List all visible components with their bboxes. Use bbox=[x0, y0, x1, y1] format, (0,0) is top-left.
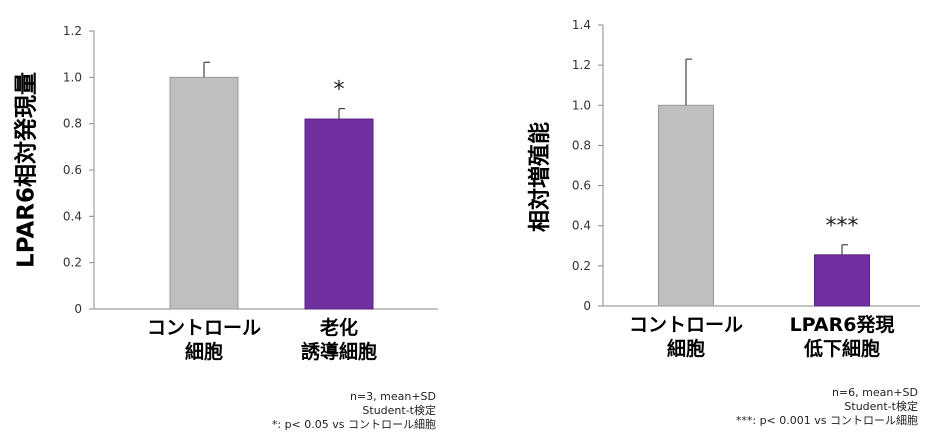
note-line: n=6, mean+SD bbox=[831, 386, 918, 399]
y-tick-label: 0.4 bbox=[572, 219, 591, 233]
y-tick-label: 0.6 bbox=[63, 163, 82, 177]
x-category-label: 細胞 bbox=[185, 340, 223, 363]
y-axis-title: 相対増殖能 bbox=[527, 122, 553, 232]
y-tick-label: 1.0 bbox=[63, 70, 82, 84]
significance-marker: *** bbox=[826, 214, 859, 239]
y-tick-label: 1.2 bbox=[63, 24, 82, 38]
y-tick-label: 0.8 bbox=[572, 138, 591, 152]
y-tick-label: 0.8 bbox=[63, 117, 82, 131]
chart-notes-right: n=6, mean+SD Student-t検定 ***: p< 0.001 v… bbox=[736, 386, 918, 428]
y-tick-label: 0.6 bbox=[572, 179, 591, 193]
significance-marker: * bbox=[334, 78, 345, 103]
x-category-label: コントロール bbox=[629, 314, 743, 336]
y-tick-label: 1.0 bbox=[572, 98, 591, 112]
x-category-label: 誘導細胞 bbox=[301, 340, 377, 363]
bar bbox=[304, 118, 374, 310]
x-category-label: 低下細胞 bbox=[803, 337, 880, 360]
y-tick-label: 0 bbox=[74, 302, 82, 316]
note-line: Student-t検定 bbox=[362, 404, 436, 417]
y-tick-label: 1.2 bbox=[572, 58, 591, 72]
y-tick-label: 0.2 bbox=[63, 256, 82, 270]
x-category-label: 細胞 bbox=[667, 337, 705, 360]
bar bbox=[814, 254, 870, 307]
y-tick-label: 1.4 bbox=[572, 18, 591, 32]
bar bbox=[658, 104, 714, 307]
x-category-label: コントロール bbox=[147, 317, 261, 339]
y-tick-label: 0 bbox=[583, 299, 591, 313]
y-axis-title: LPAR6相対発現量 bbox=[14, 72, 40, 268]
y-tick-label: 0.4 bbox=[63, 209, 82, 223]
note-line: Student-t検定 bbox=[844, 400, 918, 413]
note-line: ***: p< 0.001 vs コントロール細胞 bbox=[735, 414, 918, 427]
y-tick-label: 0.2 bbox=[572, 259, 591, 273]
bar bbox=[169, 76, 239, 310]
x-category-label: 老化 bbox=[320, 316, 358, 339]
x-category-label: LPAR6発現 bbox=[790, 313, 895, 336]
note-line: n=3, mean+SD bbox=[349, 390, 436, 403]
chart-notes-left: n=3, mean+SD Student-t検定 *: p< 0.05 vs コ… bbox=[272, 390, 436, 432]
note-line: *: p< 0.05 vs コントロール細胞 bbox=[271, 418, 436, 431]
